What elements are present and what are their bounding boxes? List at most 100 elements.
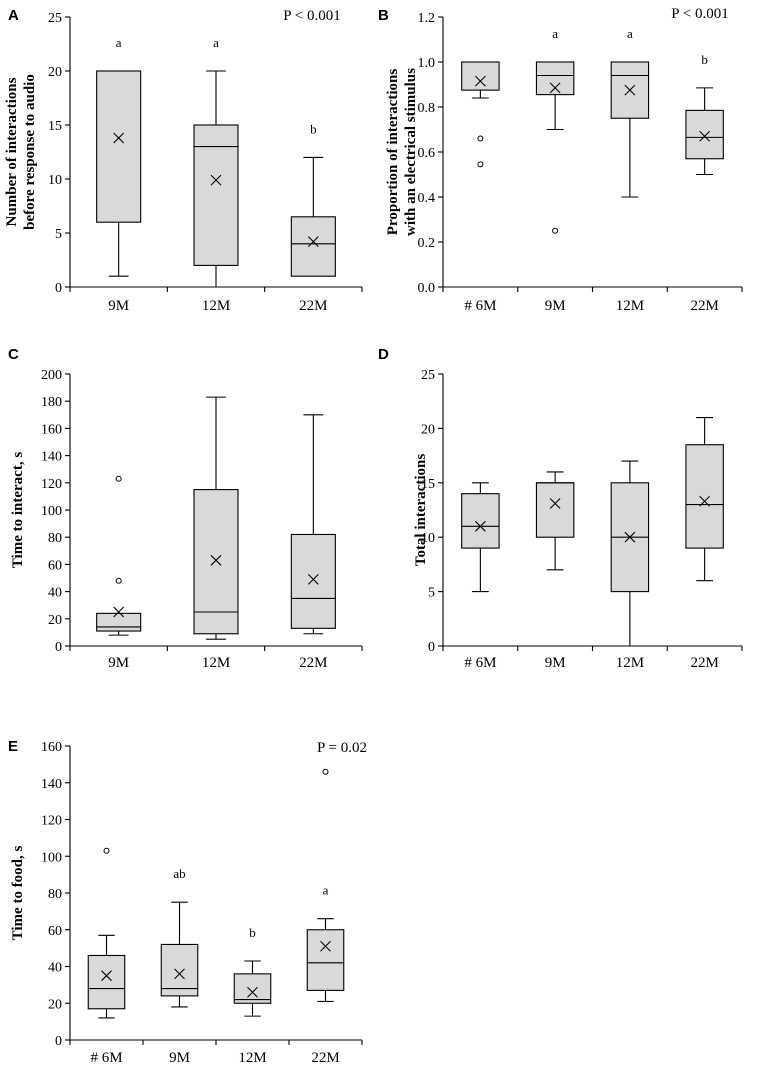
mean-marker [549, 82, 561, 94]
outlier-point [477, 135, 484, 142]
y-tick-label: 0.6 [418, 146, 436, 161]
category-label: 9M [169, 1050, 190, 1066]
mean-marker [113, 132, 125, 144]
outlier-point [322, 768, 329, 775]
category-label: # 6M [90, 1050, 122, 1066]
y-tick-label: 0 [428, 640, 435, 655]
box-1: a [535, 26, 575, 234]
significance-letter: a [116, 35, 122, 50]
y-tick-label: 10 [48, 173, 62, 188]
mean-marker [320, 940, 331, 952]
box-1: ab [160, 866, 199, 1008]
category-label: 9M [545, 655, 566, 671]
y-axis-title: Time to food, s [10, 845, 26, 940]
mean-marker [699, 495, 711, 507]
significance-letter: a [213, 35, 219, 50]
category-label: 22M [311, 1050, 339, 1066]
iqr-box [535, 482, 575, 538]
y-tick-label: 0.0 [418, 281, 436, 296]
p-value: P < 0.001 [283, 8, 341, 24]
y-tick-label: 20 [48, 613, 62, 628]
significance-letter: b [701, 52, 708, 67]
significance-letter: a [323, 883, 329, 898]
iqr-box [685, 109, 724, 160]
y-tick-label: 40 [48, 961, 62, 976]
panel-letter: A [8, 7, 19, 24]
y-tick-label: 80 [48, 531, 62, 546]
category-label: 22M [690, 655, 718, 671]
y-tick-label: 25 [421, 368, 435, 383]
y-tick-label: 20 [48, 997, 62, 1012]
category-label: 9M [108, 655, 129, 671]
mean-marker [474, 520, 486, 532]
y-tick-label: 15 [421, 477, 435, 492]
mean-marker [210, 554, 222, 566]
y-tick-label: 1.0 [418, 56, 436, 71]
y-tick-label: 100 [41, 504, 62, 519]
box-0 [96, 475, 142, 636]
y-tick-label: 60 [48, 924, 62, 939]
panel-b: B 0.0 0.2 0.4 0.6 0.8 1.0 1.2 # 6M 9M 12M 22M Propor… [378, 6, 743, 314]
y-tick-label: 40 [48, 586, 62, 601]
box-2 [610, 460, 650, 647]
y-tick-label: 60 [48, 558, 62, 573]
box-2 [290, 414, 336, 635]
box-2: a [610, 26, 650, 198]
iqr-box [290, 216, 336, 277]
mean-marker [624, 531, 636, 543]
panel-c: C 0 20 40 60 80 100 120 140 160 180 200 9M 12M 22M Time… [8, 346, 363, 671]
y-tick-label: 140 [41, 777, 62, 792]
y-axis-title-line1: Proportion of interactions [385, 69, 401, 236]
iqr-box [535, 61, 575, 96]
y-tick-label: 180 [41, 395, 62, 410]
box-2: b [233, 925, 272, 1017]
y-axis-title: Time to interact, s [10, 452, 26, 569]
iqr-box [193, 489, 239, 635]
y-axis-title: Total interactions [413, 454, 429, 567]
y-tick-label: 0.8 [418, 101, 436, 116]
box-0 [87, 847, 126, 1019]
box-3: b [685, 52, 724, 176]
y-tick-label: 5 [428, 586, 435, 601]
mean-marker [549, 498, 561, 509]
mean-marker [474, 75, 486, 87]
mean-marker [307, 573, 319, 585]
mean-marker [174, 968, 185, 980]
panel-letter: D [378, 346, 389, 363]
y-tick-label: 80 [48, 887, 62, 902]
significance-letter: ab [173, 866, 185, 881]
box-3: a [306, 768, 345, 1002]
y-axis-title-line2: before response to audio [22, 74, 38, 230]
panel-e: E 0 20 40 60 80 100 120 140 160 # 6M 9M 12M 22M Time t… [8, 738, 367, 1066]
y-tick-label: 10 [421, 531, 435, 546]
y-tick-label: 120 [41, 814, 62, 829]
iqr-box [96, 612, 142, 632]
mean-marker [307, 236, 319, 248]
mean-marker [247, 986, 258, 998]
mean-marker [699, 130, 711, 142]
y-tick-label: 0.2 [418, 236, 436, 251]
y-tick-label: 1.2 [418, 11, 436, 26]
y-tick-label: 120 [41, 477, 62, 492]
category-label: # 6M [464, 655, 496, 671]
category-label: 9M [108, 298, 129, 314]
box-1: a [193, 35, 239, 288]
p-value: P < 0.001 [671, 6, 729, 22]
outlier-point [103, 847, 110, 854]
panel-letter: E [8, 738, 18, 755]
y-tick-label: 0 [55, 281, 62, 296]
mean-marker [113, 606, 125, 618]
category-label: 22M [690, 298, 718, 314]
iqr-box [233, 973, 272, 1004]
significance-letter: b [310, 121, 317, 136]
category-label: 12M [202, 298, 230, 314]
iqr-box [193, 124, 239, 266]
box-0: a [96, 35, 142, 277]
category-label: 22M [299, 655, 327, 671]
y-axis-title-line1: Number of interactions [4, 77, 20, 226]
iqr-box [306, 929, 345, 991]
y-tick-label: 25 [48, 11, 62, 26]
iqr-box [160, 943, 199, 997]
y-tick-label: 160 [41, 422, 62, 437]
